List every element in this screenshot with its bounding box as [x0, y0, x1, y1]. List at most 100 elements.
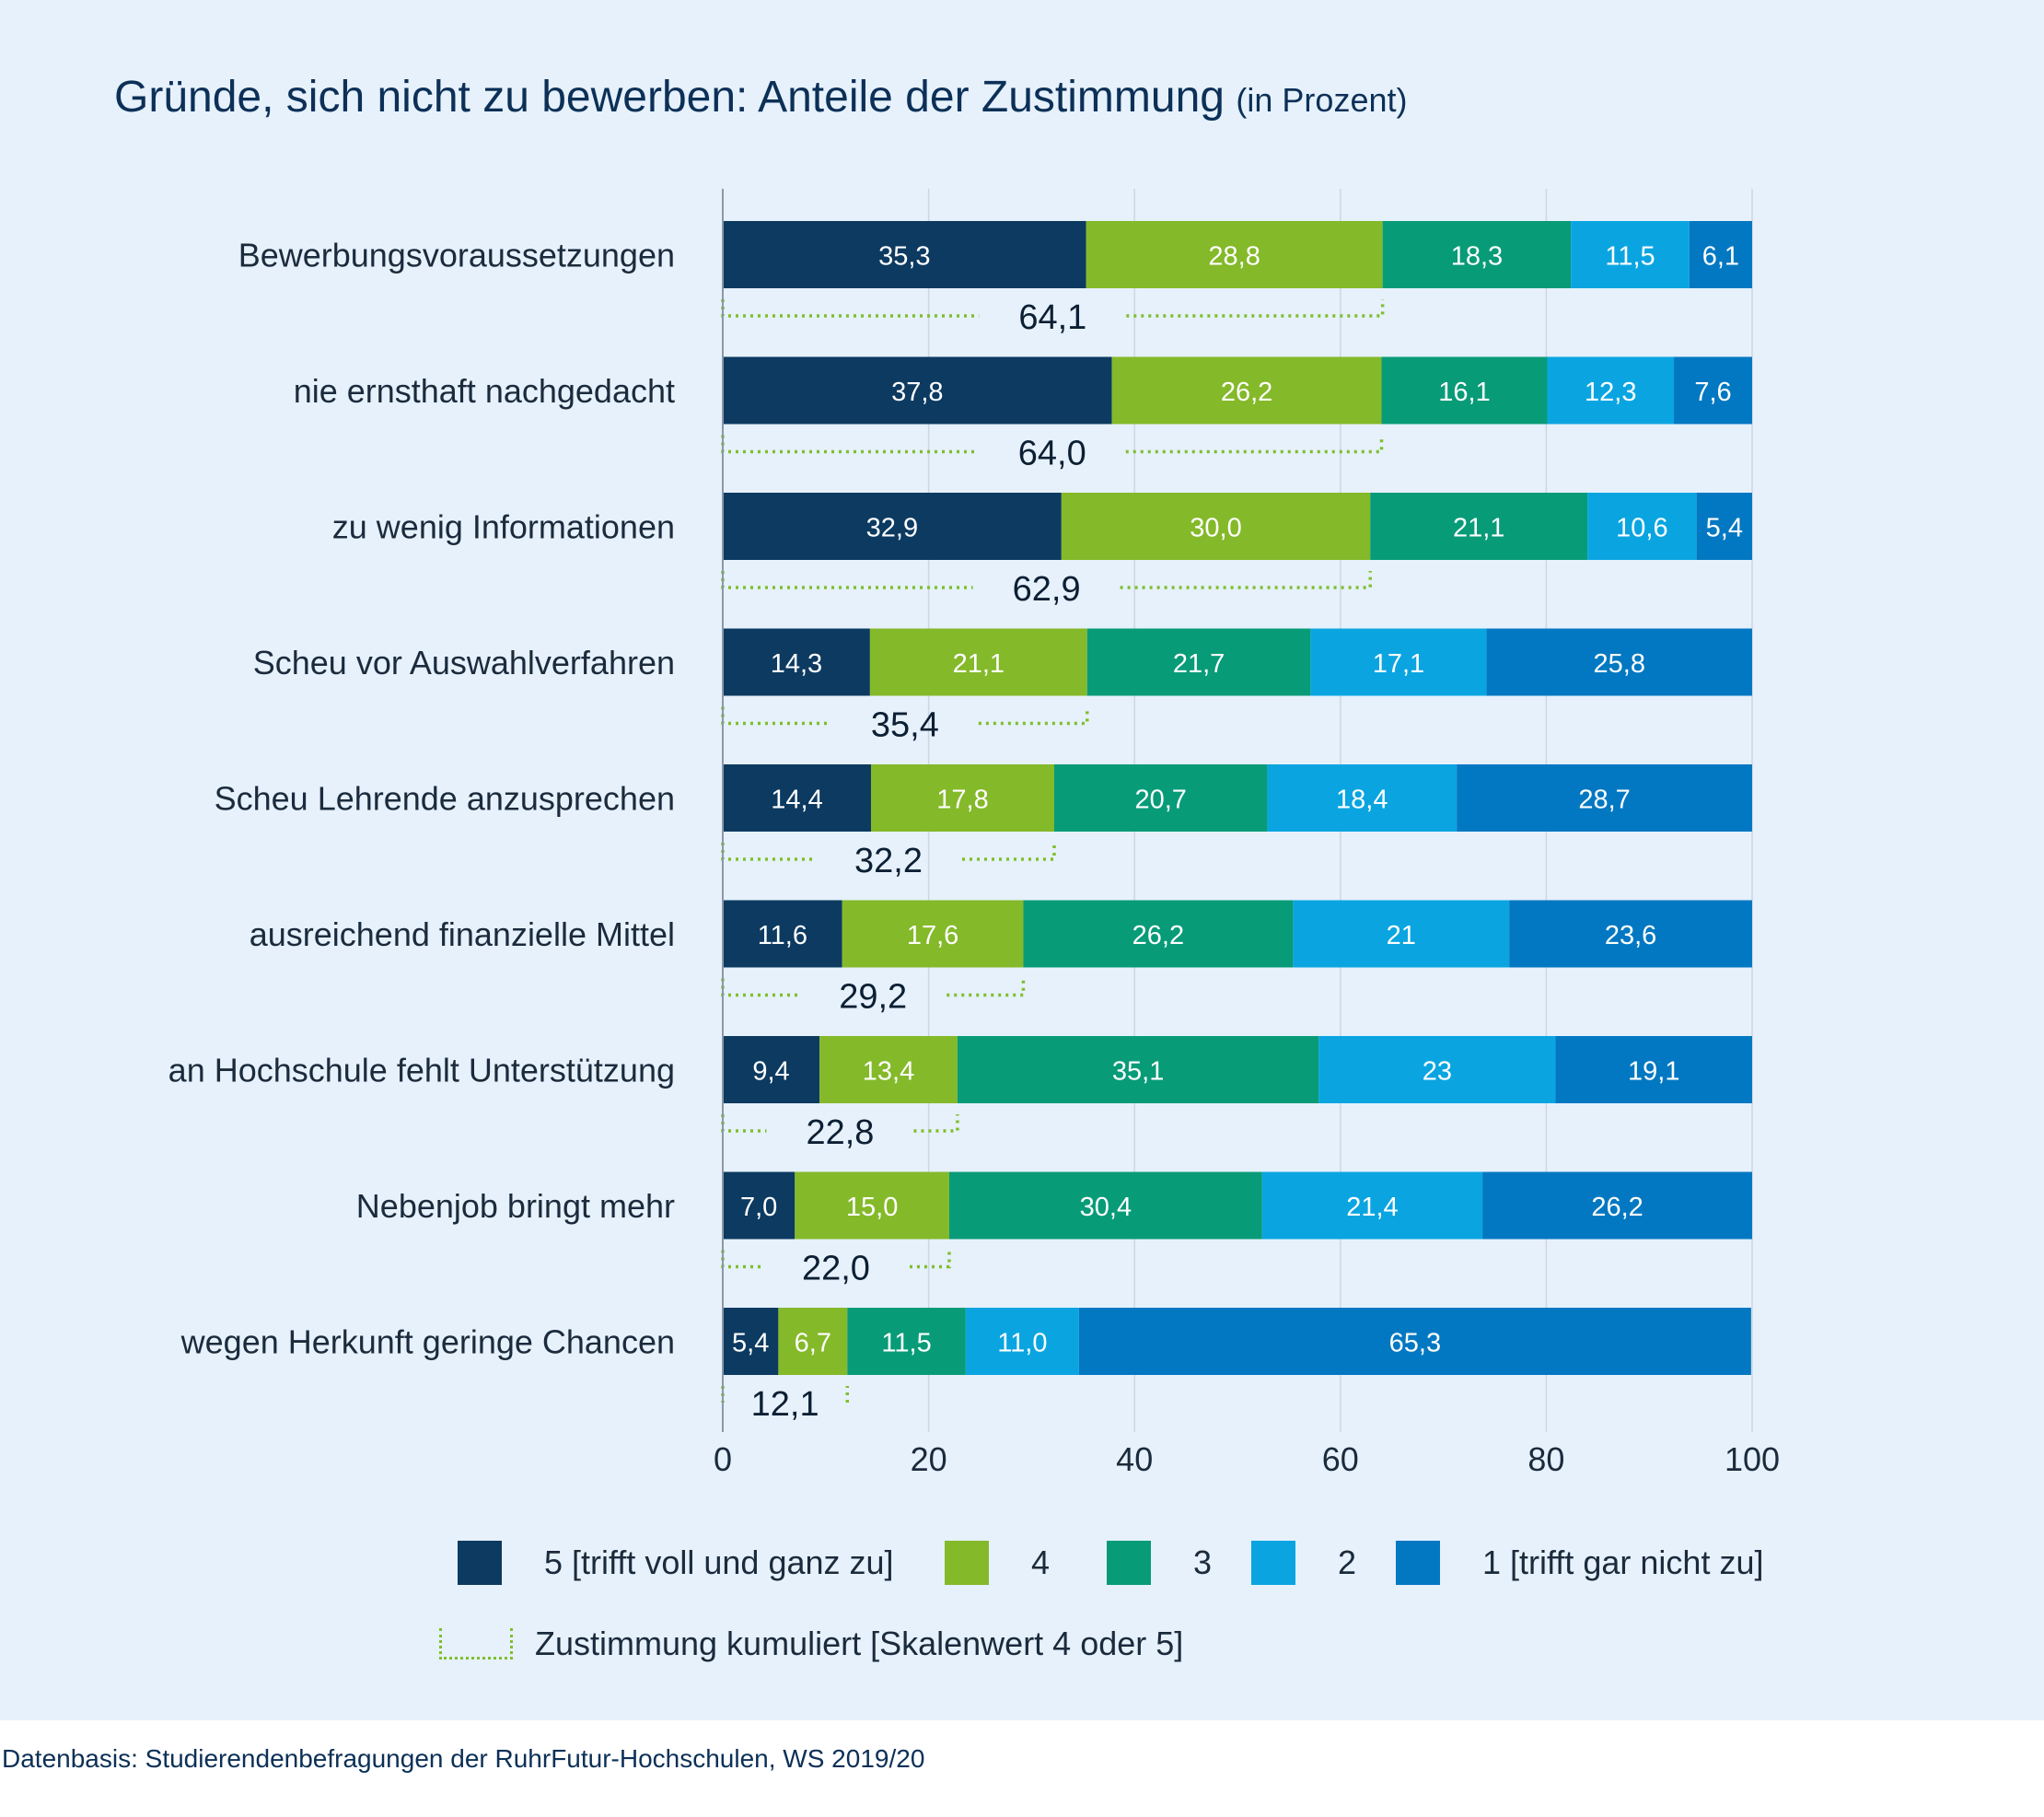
bar-value-label: 21,7	[1173, 649, 1225, 679]
bar-segment-s5	[723, 900, 842, 968]
category-label: Bewerbungsvoraussetzungen	[238, 237, 675, 274]
cumulative-bracket-left	[721, 571, 973, 589]
bar-value-label: 11,6	[758, 921, 807, 950]
bar-value-label: 28,7	[1578, 786, 1630, 815]
category-label: Scheu Lehrende anzusprechen	[215, 780, 675, 818]
bar-segment-s2	[1267, 764, 1458, 832]
cumulative-bracket-left	[721, 1114, 767, 1133]
bar-value-label: 28,8	[1208, 242, 1260, 272]
bar-value-label: 30,0	[1190, 514, 1241, 543]
category-label: Nebenjob bringt mehr	[356, 1187, 675, 1225]
category-label: wegen Herkunft geringe Chancen	[180, 1323, 675, 1361]
cumulative-bracket-left	[721, 843, 815, 861]
bar-value-label: 10,6	[1616, 514, 1667, 543]
bar-segment-s1	[1696, 493, 1752, 560]
cumulative-bracket-right	[978, 706, 1089, 726]
cumulative-value-label: 62,9	[1013, 570, 1081, 609]
cumulative-value-label: 12,1	[751, 1385, 819, 1424]
cumulative-bracket-left	[721, 978, 800, 997]
bar-segment-s4	[1061, 493, 1371, 560]
bar-value-label: 19,1	[1628, 1057, 1679, 1087]
bar-segment-s1	[1689, 221, 1752, 288]
category-label: zu wenig Informationen	[332, 508, 675, 546]
bar-segment-s1	[1555, 1036, 1752, 1103]
bar-value-label: 21	[1387, 921, 1416, 950]
bar-value-label: 23	[1423, 1057, 1452, 1087]
cumulative-bracket-right	[962, 843, 1056, 861]
bar-segment-s5	[723, 356, 1112, 425]
bar-value-label: 12,3	[1585, 378, 1636, 407]
bar-value-label: 32,9	[866, 514, 918, 543]
bar-segment-s3	[1370, 493, 1588, 560]
bar-value-label: 35,1	[1112, 1057, 1164, 1087]
bar-value-label: 9,4	[752, 1057, 789, 1087]
bar-segment-s2	[1547, 356, 1675, 425]
x-tick-label: 40	[1116, 1440, 1153, 1478]
bar-value-label: 37,8	[891, 378, 943, 407]
x-tick-label: 80	[1527, 1440, 1564, 1478]
category-label: nie ernsthaft nachgedacht	[294, 372, 675, 410]
chart-subtitle: (in Prozent)	[1236, 81, 1408, 119]
bar-segment-s4	[795, 1171, 949, 1240]
bar-value-label: 20,7	[1134, 786, 1186, 815]
bar-value-label: 65,3	[1389, 1329, 1441, 1358]
bar-segment-s3	[1381, 356, 1548, 425]
bar-value-label: 30,4	[1080, 1193, 1132, 1222]
bar-value-label: 11,5	[881, 1329, 931, 1358]
bar-value-label: 21,4	[1346, 1193, 1398, 1222]
cumulative-bracket-right	[1126, 299, 1385, 318]
bar-segment-s1	[1078, 1308, 1751, 1375]
cumulative-bracket-right	[1120, 571, 1372, 589]
bar-value-label: 5,4	[1706, 514, 1743, 543]
bar-value-label: 26,2	[1132, 921, 1184, 950]
bar-segment-s2	[1261, 1171, 1483, 1240]
cumulative-bracket-right	[909, 1250, 951, 1269]
bar-value-label: 13,4	[863, 1057, 914, 1087]
bar-value-label: 35,3	[878, 242, 930, 272]
bar-segment-s1	[1674, 356, 1752, 425]
cumulative-bracket-left	[721, 299, 980, 318]
bar-value-label: 5,4	[732, 1329, 769, 1358]
bar-segment-s1	[1457, 764, 1752, 832]
x-axis: 0 20 40 60 80 100	[714, 189, 1780, 1478]
cumulative-bracket-right	[947, 978, 1026, 997]
bar-value-label: 14,4	[771, 786, 822, 815]
bar-segment-s3	[1086, 628, 1311, 696]
cumulative-value-label: 22,0	[802, 1250, 870, 1288]
bar-segment-s2	[1587, 493, 1697, 560]
cumulative-bracket-left	[721, 706, 831, 726]
source-note: Datenbasis: Studierendenbefragungen der …	[2, 1744, 925, 1773]
bar-segment-s3	[948, 1171, 1262, 1240]
bar-segment-s1	[1482, 1171, 1752, 1240]
bar-segment-s2	[1571, 221, 1690, 288]
bar-segment-s2	[1293, 900, 1510, 968]
bar-value-label: 15,0	[846, 1193, 898, 1222]
category-label: ausreichend finanzielle Mittel	[250, 915, 675, 953]
cumulative-value-label: 22,8	[806, 1113, 874, 1152]
bar-value-label: 17,6	[907, 921, 958, 950]
bar-segment-s3	[1023, 900, 1294, 968]
bar-segment-s3	[847, 1308, 966, 1375]
x-tick-label: 60	[1322, 1440, 1359, 1478]
stacked-bar-chart: 35,3 28,8 18,3 11,5 6,1 64,1 37,8 26,2 16,1 12,3 7…	[168, 189, 1780, 1478]
bar-value-label: 18,4	[1336, 786, 1388, 815]
cumulative-value-label: 29,2	[839, 978, 907, 1017]
bar-segment-s3	[1053, 764, 1268, 832]
bar-value-label: 21,1	[953, 649, 1005, 679]
bar-segment-s3	[957, 1036, 1319, 1103]
bar-segment-s1	[1486, 628, 1752, 696]
bar-segment-s4	[1086, 221, 1383, 288]
bar-value-label: 11,0	[997, 1329, 1047, 1358]
bar-segment-s2	[1318, 1036, 1556, 1103]
bar-segment-s2	[1310, 628, 1487, 696]
bar-segment-s5	[723, 493, 1062, 560]
bar-segment-s4	[1111, 356, 1382, 425]
bars: 35,3 28,8 18,3 11,5 6,1 64,1 37,8 26,2 16,1 12,3 7…	[721, 221, 1752, 1424]
cumulative-value-label: 35,4	[871, 706, 939, 745]
bar-value-label: 17,8	[936, 786, 988, 815]
category-labels: Bewerbungsvoraussetzungen nie ernsthaft n…	[168, 237, 675, 1361]
bar-segment-s5	[723, 764, 871, 832]
bar-value-label: 7,6	[1694, 378, 1731, 407]
chart-panel: Gründe, sich nicht zu bewerben: Anteile …	[0, 0, 2044, 1720]
x-tick-label: 100	[1725, 1440, 1780, 1478]
